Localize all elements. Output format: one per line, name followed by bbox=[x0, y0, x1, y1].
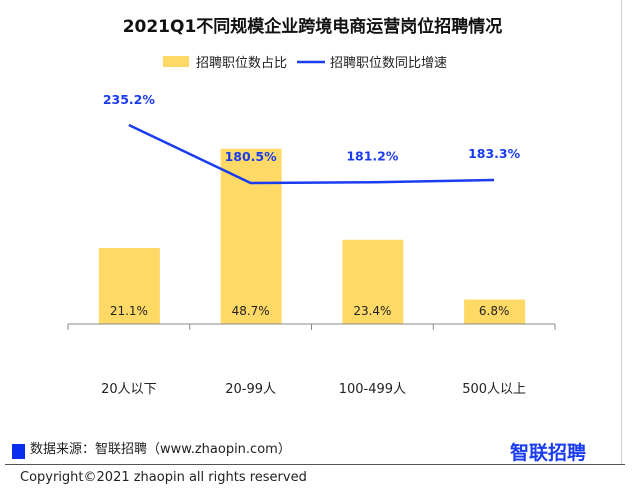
bar bbox=[342, 239, 404, 324]
bar bbox=[98, 248, 160, 324]
bar bbox=[220, 148, 282, 324]
x-tick-label: 20人以下 bbox=[101, 382, 157, 397]
data-source: 数据来源：智联招聘（www.zhaopin.com） bbox=[30, 442, 291, 457]
footer-divider bbox=[5, 464, 625, 465]
line-label: 181.2% bbox=[346, 148, 399, 163]
x-tick-label: 100-499人 bbox=[339, 382, 406, 397]
line-label: 183.3% bbox=[468, 146, 521, 161]
bar-label: 23.4% bbox=[353, 304, 391, 318]
bar-label: 48.7% bbox=[232, 304, 270, 318]
line-label: 180.5% bbox=[225, 149, 278, 164]
line-label: 235.2% bbox=[103, 92, 156, 107]
bar-label: 6.8% bbox=[479, 304, 510, 318]
growth-line bbox=[128, 123, 495, 185]
x-tick-label: 500人以上 bbox=[462, 382, 526, 397]
bar-label: 21.1% bbox=[110, 304, 148, 318]
legend-bar-label: 招聘职位数占比 bbox=[196, 56, 287, 71]
source-marker bbox=[12, 444, 25, 459]
legend-line-label: 招聘职位数同比增速 bbox=[330, 56, 447, 71]
copyright: Copyright©2021 zhaopin all rights reserv… bbox=[20, 470, 307, 485]
x-tick-label: 20-99人 bbox=[225, 382, 276, 397]
border-line bbox=[621, 0, 622, 464]
chart-title: 2021Q1不同规模企业跨境电商运营岗位招聘情况 bbox=[122, 17, 503, 37]
bar bbox=[464, 299, 526, 324]
zhaopin-logo: 智联招聘 bbox=[510, 442, 587, 464]
legend-bar-swatch bbox=[163, 56, 189, 67]
